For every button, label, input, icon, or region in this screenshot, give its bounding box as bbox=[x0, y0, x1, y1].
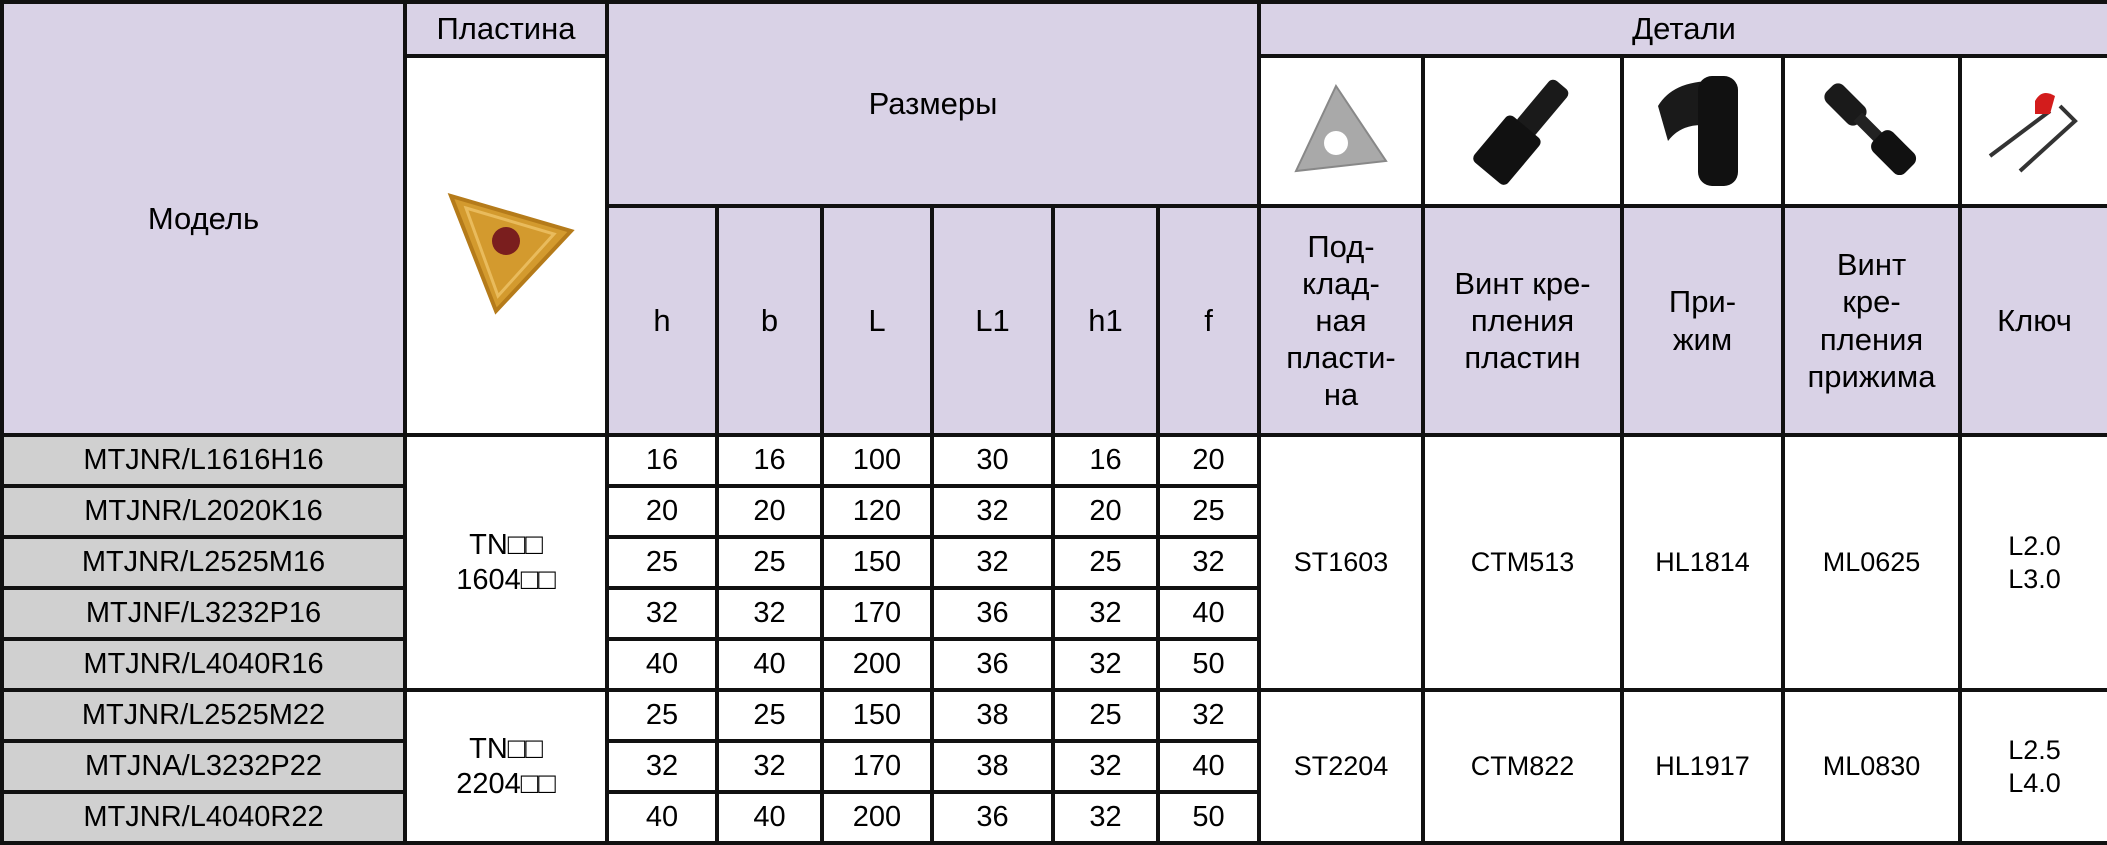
key-cell: L2.0 L3.0 bbox=[1957, 433, 2107, 692]
dim-cell-f: 50 bbox=[1156, 790, 1261, 845]
dim-cell-f: 25 bbox=[1156, 484, 1261, 539]
model-cell: MTJNF/L3232P16 bbox=[0, 586, 407, 641]
dim-cell-b: 25 bbox=[715, 688, 824, 743]
dim-cell-h: 20 bbox=[605, 484, 719, 539]
dim-cell-h: 16 bbox=[605, 433, 719, 488]
dim-cell-h: 40 bbox=[605, 637, 719, 692]
model-cell: MTJNR/L2525M16 bbox=[0, 535, 407, 590]
model-header: Модель bbox=[0, 0, 407, 437]
dim-column-header-h1: h1 bbox=[1051, 204, 1160, 437]
insert-header: Пластина bbox=[403, 0, 609, 58]
clamp-screw-cell: ML0625 bbox=[1781, 433, 1962, 692]
model-cell: MTJNR/L2525M22 bbox=[0, 688, 407, 743]
dim-cell-l: 200 bbox=[820, 637, 934, 692]
dim-cell-b: 32 bbox=[715, 739, 824, 794]
dim-column-header-h: h bbox=[605, 204, 719, 437]
dim-column-header-l: L bbox=[820, 204, 934, 437]
table-row: MTJNR/L1616H16 TN□□ 1604□□ 16 16 100 30 16 20 ST… bbox=[0, 433, 2107, 692]
model-cell: MTJNA/L3232P22 bbox=[0, 739, 407, 794]
dim-cell-b: 40 bbox=[715, 790, 824, 845]
dim-column-header-f: f bbox=[1156, 204, 1261, 437]
dim-cell-l1: 36 bbox=[930, 586, 1055, 641]
clamp-cell: HL1814 bbox=[1620, 433, 1785, 692]
detail-column-header: Винт кре- пления прижима bbox=[1781, 204, 1962, 437]
table-row: MTJNA/L3232P22 32 32 170 38 32 40 bbox=[0, 739, 2107, 794]
dim-cell-h1: 32 bbox=[1051, 586, 1160, 641]
shim-cell: ST1603 bbox=[1257, 433, 1425, 692]
dim-cell-h: 32 bbox=[605, 739, 719, 794]
dim-cell-l: 170 bbox=[820, 586, 934, 641]
dim-cell-b: 40 bbox=[715, 637, 824, 692]
dim-cell-b: 20 bbox=[715, 484, 824, 539]
dim-cell-l1: 30 bbox=[930, 433, 1055, 488]
model-cell: MTJNR/L4040R22 bbox=[0, 790, 407, 845]
shim-cell: ST2204 bbox=[1257, 688, 1425, 845]
dim-cell-f: 50 bbox=[1156, 637, 1261, 692]
detail-column-header: Под- клад- ная пласти- на bbox=[1257, 204, 1425, 437]
dim-cell-l: 100 bbox=[820, 433, 934, 488]
dim-cell-h: 32 bbox=[605, 586, 719, 641]
table-row: MTJNR/L2020K16 20 20 120 32 20 25 bbox=[0, 484, 2107, 539]
key-cell: L2.5 L4.0 bbox=[1957, 688, 2107, 845]
dim-cell-h1: 16 bbox=[1051, 433, 1160, 488]
dim-cell-h: 25 bbox=[605, 535, 719, 590]
insert-screw-cell: CTM822 bbox=[1421, 688, 1624, 845]
dim-cell-l1: 32 bbox=[930, 484, 1055, 539]
dim-cell-f: 32 bbox=[1156, 535, 1261, 590]
dim-cell-l: 150 bbox=[820, 688, 934, 743]
dim-cell-l1: 38 bbox=[930, 739, 1055, 794]
insert-cell: TN□□ 2204□□ bbox=[403, 688, 609, 845]
dim-cell-h1: 32 bbox=[1051, 790, 1160, 845]
detail-column-header: Винт кре- пления пластин bbox=[1421, 204, 1624, 437]
dim-cell-f: 32 bbox=[1156, 688, 1261, 743]
dim-cell-f: 40 bbox=[1156, 586, 1261, 641]
insert-cell: TN□□ 1604□□ bbox=[403, 433, 609, 692]
dim-cell-l1: 36 bbox=[930, 637, 1055, 692]
table-row: MTJNR/L4040R22 40 40 200 36 32 50 bbox=[0, 790, 2107, 845]
detail-column-header: При- жим bbox=[1620, 204, 1785, 437]
dim-cell-l: 150 bbox=[820, 535, 934, 590]
dim-cell-h: 25 bbox=[605, 688, 719, 743]
dim-cell-h1: 32 bbox=[1051, 637, 1160, 692]
shim-icon bbox=[1257, 54, 1425, 208]
dim-column-header-l1: L1 bbox=[930, 204, 1055, 437]
dim-cell-l: 120 bbox=[820, 484, 934, 539]
model-cell: MTJNR/L4040R16 bbox=[0, 637, 407, 692]
insert-screw-icon bbox=[1421, 54, 1624, 208]
dim-cell-l1: 36 bbox=[930, 790, 1055, 845]
details-header: Детали bbox=[1256, 0, 2107, 58]
detail-column-header: Ключ bbox=[1957, 204, 2107, 437]
table-row: MTJNR/L2525M16 25 25 150 32 25 32 bbox=[0, 535, 2107, 590]
table-row: MTJNR/L2525M22 TN□□ 2204□□ 25 25 150 38 25 32 ST… bbox=[0, 688, 2107, 845]
clamp-cell: HL1917 bbox=[1620, 688, 1785, 845]
dim-cell-f: 20 bbox=[1156, 433, 1261, 488]
triangular-insert-icon bbox=[403, 54, 609, 437]
table-row: MTJNF/L3232P16 32 32 170 36 32 40 bbox=[0, 586, 2107, 641]
insert-screw-cell: CTM513 bbox=[1421, 433, 1624, 692]
key-icon bbox=[1957, 54, 2107, 208]
dim-cell-l1: 32 bbox=[930, 535, 1055, 590]
dim-cell-b: 32 bbox=[715, 586, 824, 641]
dim-cell-l1: 38 bbox=[930, 688, 1055, 743]
dim-cell-h1: 25 bbox=[1051, 535, 1160, 590]
dim-cell-h: 40 bbox=[605, 790, 719, 845]
dim-cell-h1: 20 bbox=[1051, 484, 1160, 539]
dim-cell-b: 16 bbox=[715, 433, 824, 488]
dim-cell-l: 200 bbox=[820, 790, 934, 845]
dim-cell-h1: 32 bbox=[1051, 739, 1160, 794]
clamp-screw-icon bbox=[1781, 54, 1962, 208]
clamp-icon bbox=[1620, 54, 1785, 208]
dim-cell-h1: 25 bbox=[1051, 688, 1160, 743]
dimensions-header: Размеры bbox=[605, 0, 1261, 208]
model-cell: MTJNR/L2020K16 bbox=[0, 484, 407, 539]
clamp-screw-cell: ML0830 bbox=[1781, 688, 1962, 845]
dim-column-header-b: b bbox=[715, 204, 824, 437]
table-row: MTJNR/L4040R16 40 40 200 36 32 50 bbox=[0, 637, 2107, 692]
model-cell: MTJNR/L1616H16 bbox=[0, 433, 407, 488]
dim-cell-f: 40 bbox=[1156, 739, 1261, 794]
dim-cell-b: 25 bbox=[715, 535, 824, 590]
dim-cell-l: 170 bbox=[820, 739, 934, 794]
